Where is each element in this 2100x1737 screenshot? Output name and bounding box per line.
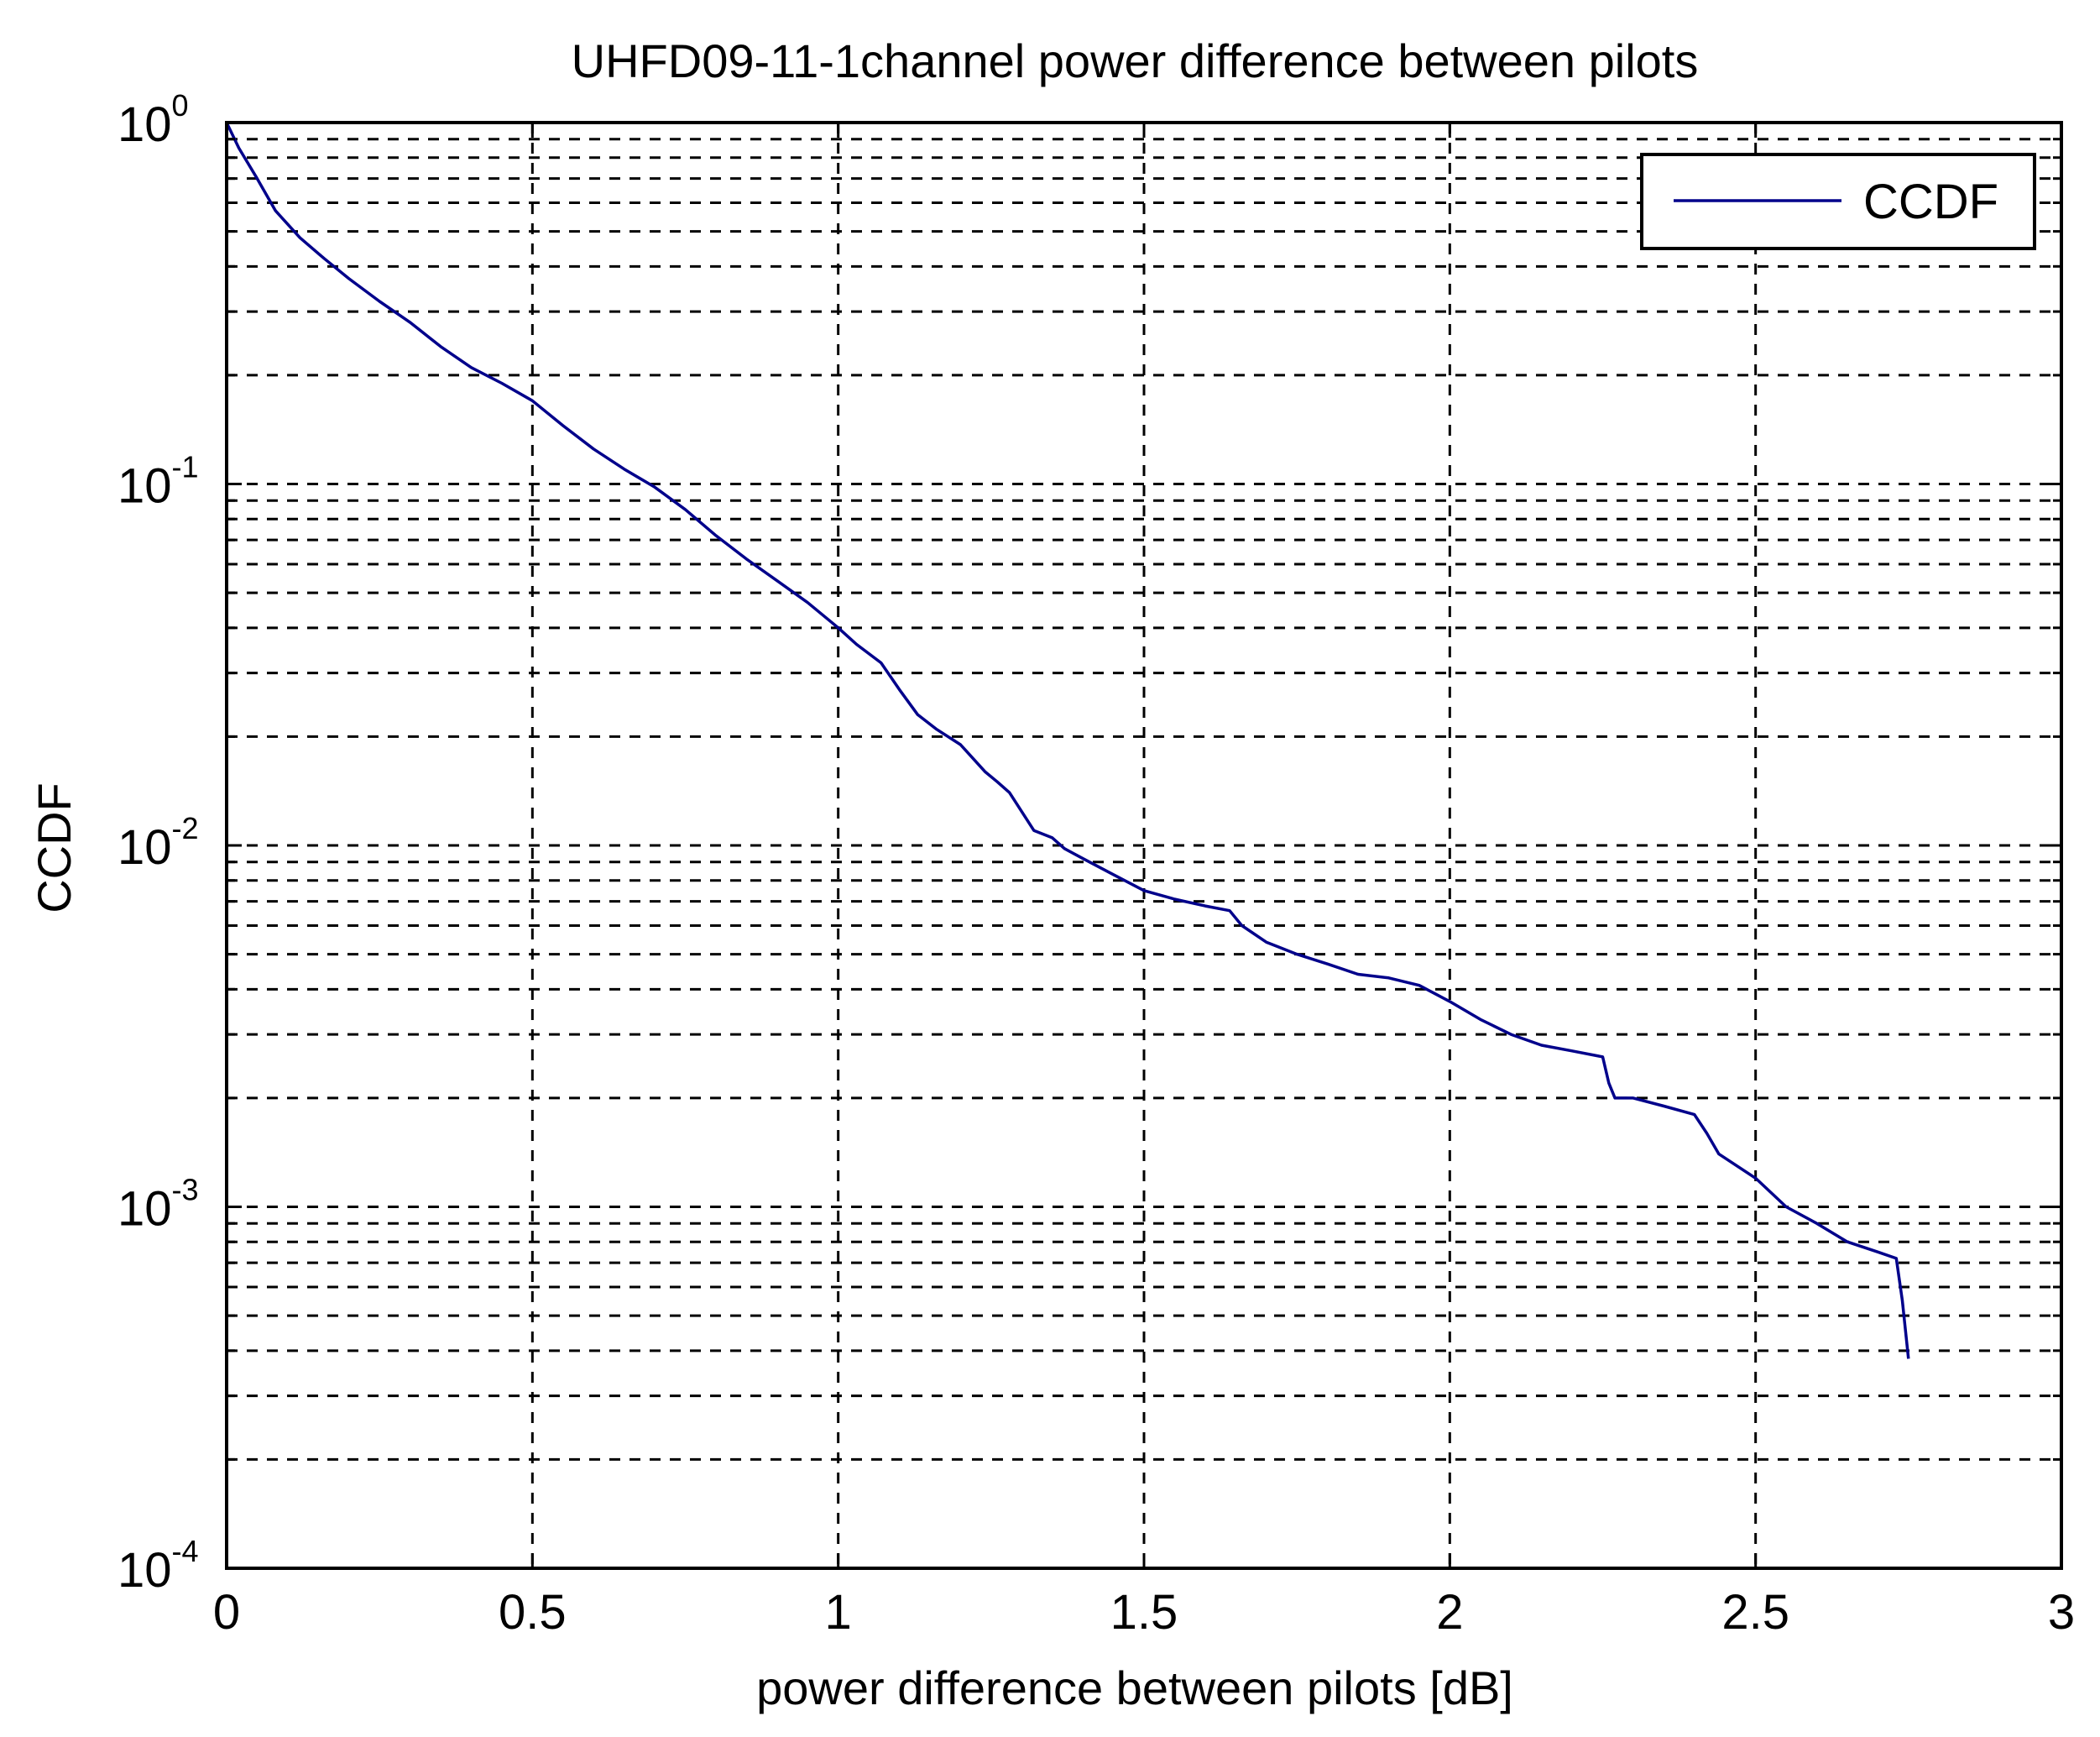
y-tick-base: 10 <box>118 1182 172 1237</box>
series-layer <box>225 122 1910 1359</box>
y-tick-exponent: -2 <box>172 811 199 845</box>
legend-label: CCDF <box>1863 175 1998 229</box>
y-axis-label: CCDF <box>28 782 81 913</box>
chart-title: UHFD09-11-1channel power difference betw… <box>572 34 1699 87</box>
y-tick-base: 10 <box>118 97 172 152</box>
x-tick-label: 0.5 <box>499 1585 567 1640</box>
x-tick-labels: 0 0.5 1 1.5 2 2.5 3 <box>213 1585 2075 1640</box>
x-tick-label: 0 <box>213 1585 240 1640</box>
legend: CCDF <box>1640 153 2036 250</box>
y-tick-label: 10-3 <box>118 1173 199 1237</box>
x-tick-label: 3 <box>2048 1585 2075 1640</box>
y-tick-label: 10-2 <box>118 811 199 875</box>
y-tick-exponent: 0 <box>172 88 189 123</box>
y-tick-label: 10-4 <box>118 1534 199 1598</box>
x-axis-label: power difference between pilots [dB] <box>756 1661 1513 1714</box>
y-tick-exponent: -1 <box>172 450 199 484</box>
y-tick-exponent: -4 <box>172 1534 199 1568</box>
y-tick-label: 10-1 <box>118 450 199 514</box>
y-tick-label: 100 <box>118 88 189 152</box>
y-tick-base: 10 <box>118 459 172 514</box>
x-tick-label: 2 <box>1436 1585 1463 1640</box>
tick-marks <box>225 123 2063 1568</box>
x-tick-label: 1 <box>825 1585 852 1640</box>
series-line-ccdf <box>225 122 1910 1359</box>
x-tick-label: 1.5 <box>1110 1585 1178 1640</box>
plot-area <box>225 121 2063 1570</box>
grid-lines <box>227 123 2061 1568</box>
y-tick-exponent: -3 <box>172 1173 199 1207</box>
y-tick-base: 10 <box>118 820 172 875</box>
x-tick-label: 2.5 <box>1721 1585 1789 1640</box>
y-tick-base: 10 <box>118 1543 172 1598</box>
